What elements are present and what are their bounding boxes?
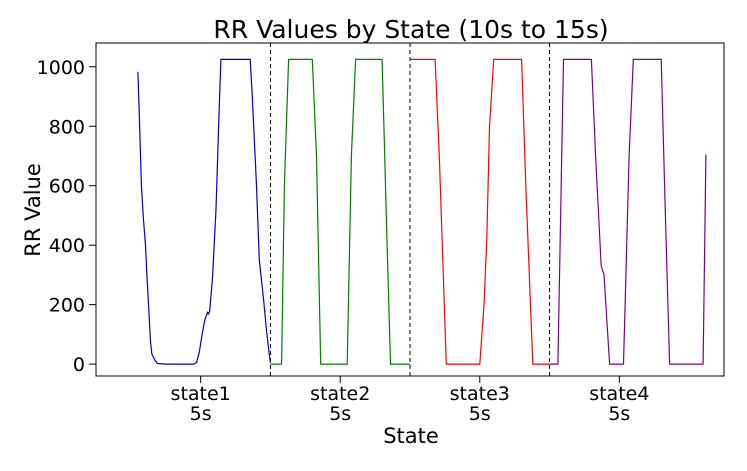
y-tick-label: 600	[49, 176, 85, 198]
x-tick-label-state: state4	[589, 383, 649, 405]
chart-title: RR Values by State (10s to 15s)	[213, 15, 608, 44]
y-tick-label: 200	[49, 295, 85, 317]
plot-area: 02004006008001000state15sstate25sstate35…	[37, 43, 707, 425]
x-tick-label-duration: 5s	[469, 403, 491, 425]
x-tick-label-state: state1	[171, 383, 231, 405]
x-tick-label-state: state3	[450, 383, 510, 405]
plot-frame	[95, 42, 725, 377]
x-tick-label-state: state2	[310, 383, 370, 405]
y-axis-label: RR Value	[21, 163, 45, 257]
series-line-4	[549, 58, 707, 365]
x-tick-label-duration: 5s	[329, 403, 351, 425]
x-tick-label-duration: 5s	[608, 403, 630, 425]
x-axis-label: State	[383, 424, 439, 448]
y-tick-label: 1000	[37, 57, 85, 79]
y-tick-label: 0	[73, 354, 85, 376]
y-tick-label: 800	[49, 116, 85, 138]
series-line-3	[410, 58, 550, 365]
series-line-1	[137, 58, 271, 365]
series-line-2	[270, 58, 410, 365]
x-tick-label-duration: 5s	[190, 403, 212, 425]
y-tick-label: 400	[49, 235, 85, 257]
